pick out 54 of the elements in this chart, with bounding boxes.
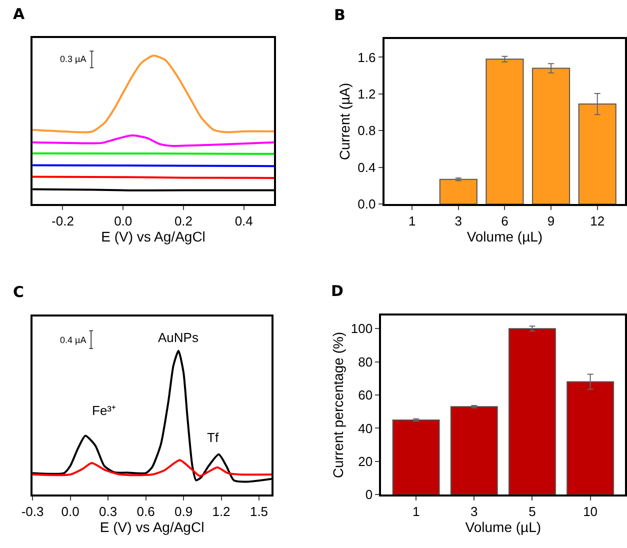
- chart-title: A: [13, 5, 25, 23]
- x-tick-label: 0.4: [234, 214, 253, 229]
- x-tick-label: 6: [501, 214, 508, 229]
- chart-title: D: [331, 282, 344, 300]
- x-axis-title: Volume (µL): [466, 228, 543, 245]
- y-tick-label: 80: [358, 354, 373, 370]
- y-tick-label: 60: [358, 388, 373, 403]
- y-tick-label: 20: [358, 454, 373, 469]
- text: 0.4 µA: [60, 335, 86, 345]
- x-tick-label: 0.2: [174, 214, 193, 229]
- bar: [486, 58, 524, 204]
- y-tick-label: 1.2: [358, 86, 376, 102]
- bar: [392, 419, 440, 495]
- y-tick-label: 1.6: [358, 50, 376, 65]
- x-axis-title: E (V) vs Ag/AgCl: [101, 228, 206, 245]
- x-tick-label: 1.5: [250, 504, 268, 520]
- x-tick-label: 1: [412, 504, 420, 520]
- bar: [532, 68, 570, 204]
- x-tick-label: 0.0: [114, 214, 132, 229]
- x-tick-label: 12: [590, 214, 605, 229]
- x-tick-label: 0.0: [61, 504, 80, 520]
- x-tick-label: 3: [470, 504, 478, 520]
- y-tick-label: 40: [358, 420, 373, 436]
- x-tick-label: 5: [528, 504, 536, 520]
- bar: [578, 104, 616, 204]
- x-axis-title: Volume (µL): [465, 519, 542, 536]
- x-tick-label: 10: [583, 504, 598, 520]
- x-tick-label: 9: [547, 214, 555, 229]
- y-axis-title: Current percentage (%): [330, 332, 346, 478]
- y-tick-label: 0.8: [358, 123, 376, 138]
- annotation: Tf: [207, 430, 219, 445]
- y-axis-title: Current (µA): [336, 82, 353, 160]
- x-tick-label: -0.3: [21, 504, 44, 520]
- annotation: Fe³⁺: [92, 403, 116, 418]
- y-tick-label: 0.0: [358, 196, 376, 212]
- x-axis-title: E (V) vs Ag/AgCl: [100, 519, 204, 536]
- x-tick-label: 0.9: [174, 504, 193, 520]
- y-tick-label: 0.4: [358, 160, 376, 175]
- chart-title: B: [334, 6, 346, 24]
- y-tick-label: 0: [365, 487, 373, 502]
- bar: [439, 178, 478, 204]
- x-tick-label: 1.2: [212, 504, 230, 520]
- x-tick-label: 3: [454, 214, 462, 229]
- text: AuNPs: [158, 330, 199, 345]
- x-tick-label: -0.2: [52, 214, 74, 229]
- bar: [566, 381, 614, 495]
- chart-title: C: [13, 283, 24, 301]
- x-tick-label: 0.6: [136, 504, 155, 520]
- bar: [508, 328, 556, 495]
- bar: [450, 406, 498, 495]
- x-tick-label: 1: [408, 214, 416, 229]
- x-tick-label: 0.3: [99, 504, 118, 520]
- annotation: 0.3 µA: [60, 54, 86, 64]
- y-tick-label: 100: [350, 321, 373, 336]
